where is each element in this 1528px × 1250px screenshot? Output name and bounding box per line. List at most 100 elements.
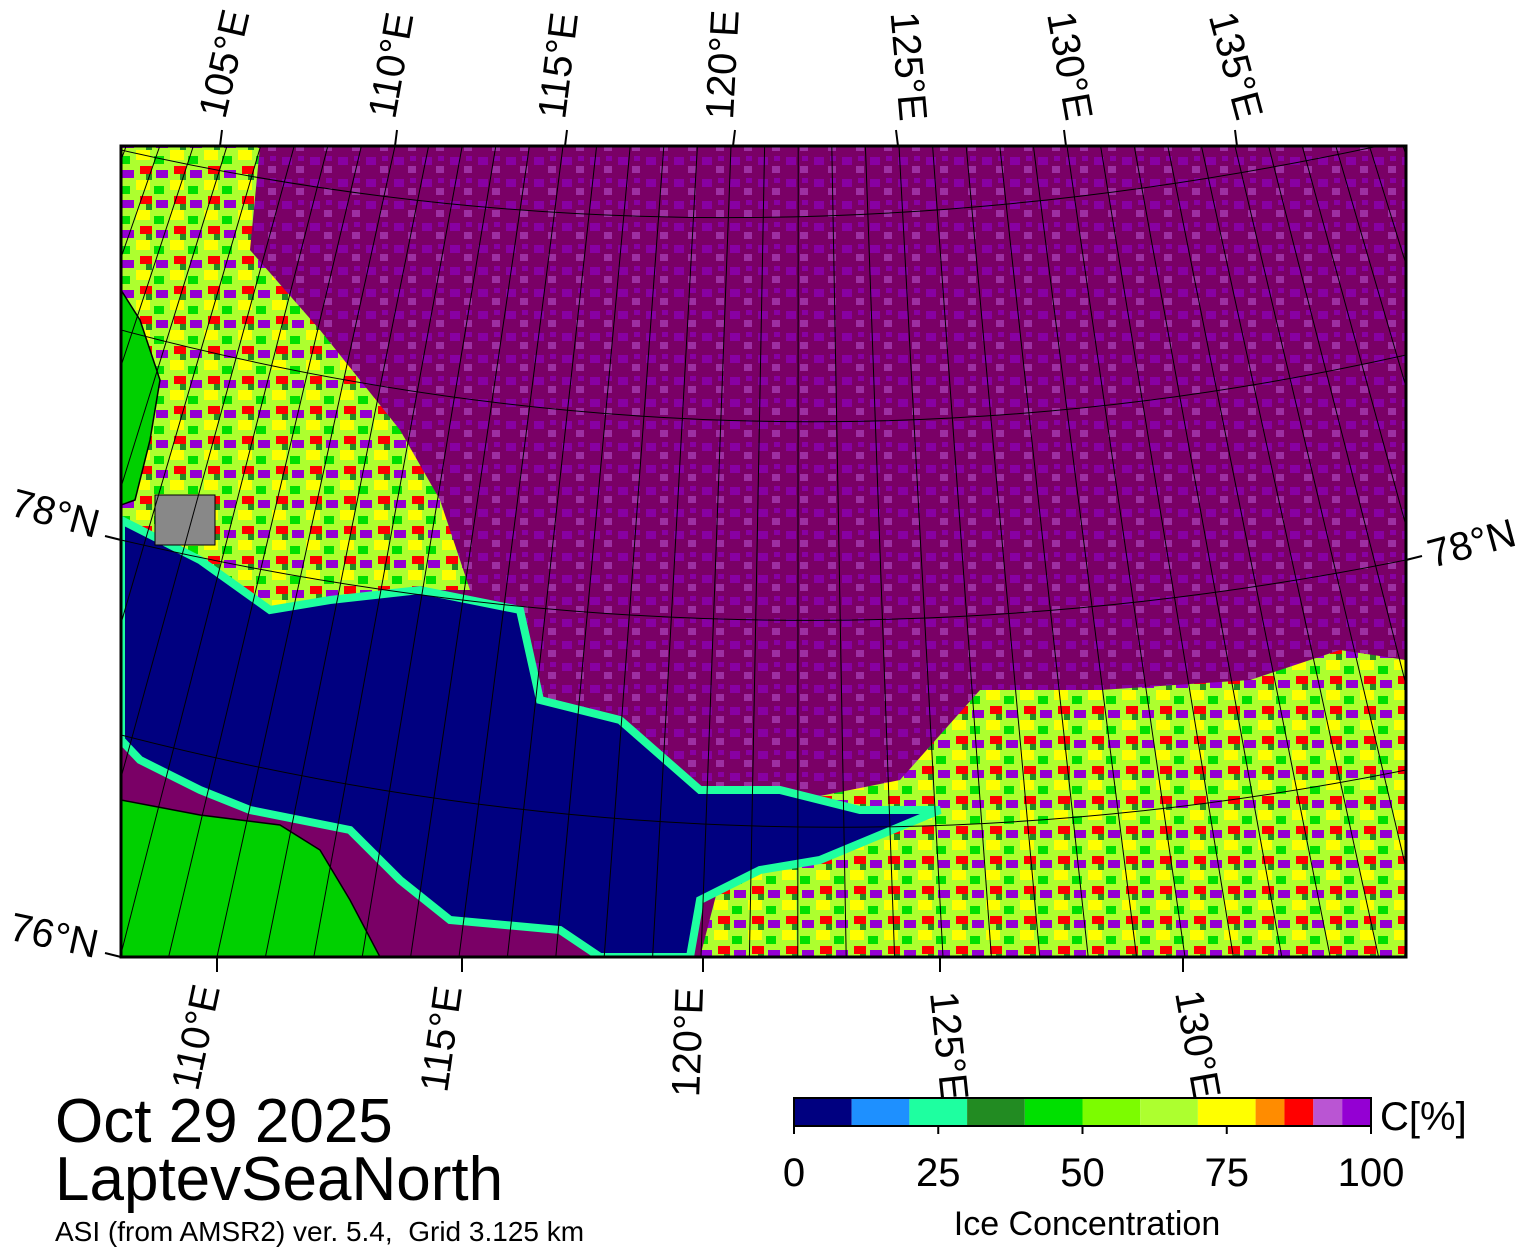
marginal-ice-south-east — [700, 650, 1406, 957]
meridian — [121, 146, 295, 780]
meridian — [313, 146, 463, 957]
lon-label: 115°E — [530, 10, 587, 121]
meridian — [506, 146, 598, 957]
meridian — [1268, 146, 1406, 687]
meridian — [0, 146, 25, 957]
meridian — [652, 146, 698, 957]
ice-map — [0, 146, 1406, 957]
pack-ice-texture — [121, 146, 1406, 800]
land-island — [154, 494, 216, 546]
tick — [394, 129, 398, 147]
meridian — [1032, 146, 1138, 957]
lon-label: 110°E — [361, 9, 423, 121]
meridian — [898, 146, 944, 957]
meridian — [0, 146, 93, 957]
map-frame — [119, 144, 1408, 959]
meridian — [831, 146, 847, 957]
meridian — [999, 146, 1089, 957]
meridian — [410, 146, 530, 957]
colorbar-segment — [1140, 1098, 1198, 1126]
meridian — [1301, 146, 1406, 528]
meridian — [121, 146, 329, 956]
colorbar-segment — [851, 1098, 910, 1126]
colorbar-segment — [1197, 1098, 1256, 1126]
parallel — [121, 146, 1381, 219]
meridian — [121, 146, 228, 489]
meridian — [555, 146, 631, 957]
colorbar-tick-label: 50 — [1060, 1151, 1105, 1195]
colorbar-segment — [1082, 1098, 1141, 1126]
meridian — [264, 146, 430, 957]
colorbar-tick-label: 100 — [1338, 1151, 1405, 1195]
tick — [732, 129, 736, 147]
lon-label: 110°E — [164, 981, 229, 1094]
colorbar-unit: C[%] — [1380, 1095, 1467, 1139]
colorbar-segment — [794, 1098, 852, 1126]
date: Oct 29 2025 — [55, 1087, 393, 1156]
lon-label: 125°E — [921, 989, 976, 1102]
tick — [895, 129, 899, 147]
lon-label: 105°E — [191, 6, 258, 123]
parallel — [121, 329, 1406, 423]
colorbar-segment — [1313, 1098, 1343, 1126]
land-taymyr — [121, 799, 381, 957]
tick — [1234, 129, 1238, 147]
graticule — [0, 146, 1406, 957]
meridian — [168, 146, 362, 957]
lat-label: 78°N — [6, 481, 104, 547]
meridian — [1200, 146, 1380, 957]
colorbar-segment — [909, 1098, 968, 1126]
region: LaptevSeaNorth — [55, 1145, 503, 1214]
tick — [1405, 555, 1423, 561]
marginal-ice-west — [121, 146, 470, 610]
parallel — [121, 539, 1406, 621]
lat-label: 78°N — [1423, 511, 1521, 577]
colorbar-tick-label: 25 — [916, 1151, 961, 1195]
meridian — [1100, 146, 1234, 957]
colorbar-tick-label: 0 — [783, 1151, 805, 1195]
colorbar-segment — [1024, 1098, 1083, 1126]
meridian — [965, 146, 1041, 957]
colorbar: 0 25 50 75 100 — [783, 1097, 1405, 1195]
colorbar-segment — [1284, 1098, 1314, 1126]
tick — [1063, 129, 1067, 147]
lon-label: 125°E — [881, 10, 934, 123]
land-severnaya-zemlya — [121, 288, 161, 506]
parallel — [121, 734, 1406, 828]
meridian — [216, 146, 396, 957]
meridian — [1335, 146, 1406, 389]
meridian — [1167, 146, 1331, 957]
meridian — [121, 146, 127, 162]
subtitle: ASI (from AMSR2) ver. 5.4, Grid 3.125 km — [55, 1216, 584, 1247]
open-water — [121, 515, 942, 957]
meridian — [932, 146, 992, 957]
lon-label: 135°E — [1200, 7, 1271, 124]
colorbar-segment — [1342, 1098, 1371, 1126]
meridian — [1066, 146, 1186, 957]
meridian — [864, 146, 896, 957]
lon-label: 115°E — [413, 983, 471, 1095]
colorbar-segment — [1255, 1098, 1285, 1126]
colorbar-segment — [967, 1098, 1025, 1126]
tick — [104, 952, 122, 958]
meridian — [1133, 146, 1283, 957]
lon-label: 130°E — [1166, 987, 1228, 1102]
tick — [104, 535, 122, 541]
meridian — [748, 146, 766, 957]
meridian — [603, 146, 665, 957]
colorbar-label: Ice Concentration — [954, 1205, 1221, 1243]
lat-label: 76°N — [6, 905, 103, 967]
meridian — [121, 146, 194, 368]
meridian — [1234, 146, 1406, 871]
meridian — [700, 146, 732, 957]
tick — [564, 129, 568, 147]
lon-label: 130°E — [1038, 8, 1100, 123]
lon-label: 120°E — [664, 987, 712, 1098]
colorbar-tick-label: 75 — [1205, 1151, 1250, 1195]
meridian — [0, 146, 59, 957]
meridian — [361, 146, 497, 957]
meridian — [458, 146, 564, 957]
meridian — [121, 146, 262, 626]
lon-label: 120°E — [698, 9, 748, 121]
